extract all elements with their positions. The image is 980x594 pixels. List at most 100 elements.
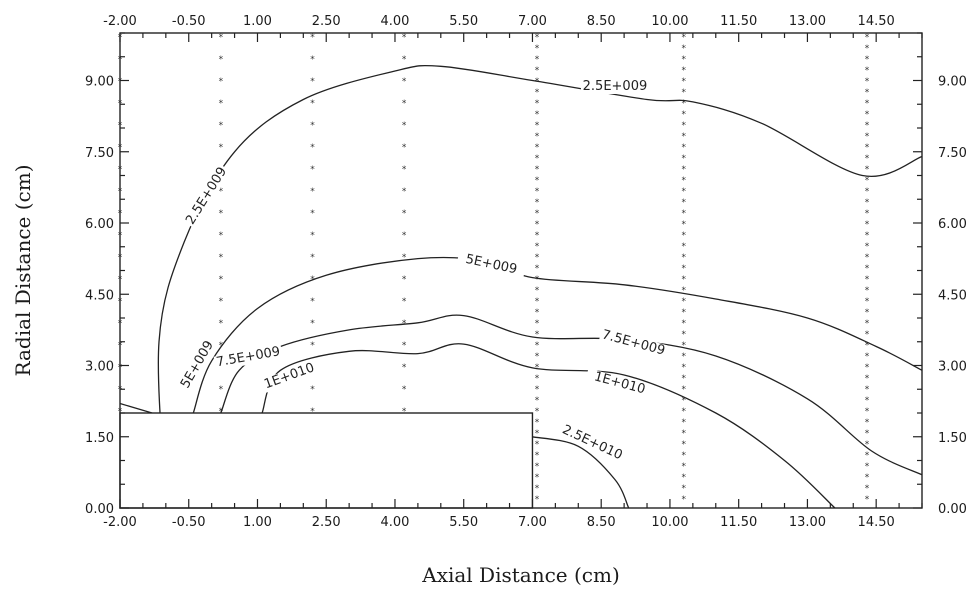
grid-mark: * [865,462,870,472]
grid-mark: * [310,165,315,175]
grid-mark: * [535,176,540,186]
grid-mark: * [535,319,540,329]
grid-mark: * [681,121,686,131]
contour-label-bg [558,422,626,464]
grid-mark: * [310,121,315,131]
grid-mark: * [310,319,315,329]
y-tick-label: 1.50 [85,431,114,446]
contour-label-bg [580,80,649,94]
contour-line [157,64,923,499]
grid-mark: * [865,231,870,241]
grid-mark: * [535,187,540,197]
grid-mark: * [310,99,315,109]
grid-mark: * [681,341,686,351]
grid-mark: * [310,77,315,87]
grid-mark: * [865,363,870,373]
grid-mark: * [865,341,870,351]
contour-label: 2.5E+009 [583,79,648,94]
grid-mark: * [535,385,540,395]
grid-mark: * [865,484,870,494]
grid-mark: * [865,495,870,505]
grid-mark: * [310,143,315,153]
contour-label-bg [213,344,284,371]
contour-label-bg [456,251,526,280]
x-top-tick-label: 14.50 [858,14,895,29]
grid-mark: * [681,187,686,197]
grid-mark: * [865,110,870,120]
axis-ticks [119,32,923,509]
grid-mark: * [535,440,540,450]
grid-mark: * [681,242,686,252]
grid-mark: * [865,143,870,153]
grid-mark: * [310,231,315,241]
grid-mark: * [535,77,540,87]
grid-mark: * [219,187,224,197]
grid-mark: * [535,275,540,285]
x-tick-label: 13.00 [789,515,826,530]
grid-mark: * [865,319,870,329]
grid-mark: * [402,297,407,307]
grid-mark: * [681,319,686,329]
grid-mark: * [219,275,224,285]
grid-mark: * [402,275,407,285]
grid-mark: * [681,473,686,483]
grid-mark: * [535,44,540,54]
grid-mark: * [535,33,540,43]
grid-mark: * [681,407,686,417]
x-tick-label: 7.00 [518,515,547,530]
grid-mark: * [535,396,540,406]
grid-mark: * [681,77,686,87]
grid-mark: * [865,429,870,439]
x-tick-label: 4.00 [380,515,409,530]
grid-mark: * [535,286,540,296]
y-right-tick-label: 0.00 [938,502,967,517]
grid-mark: * [865,473,870,483]
grid-mark: * [681,110,686,120]
grid-mark: * [310,209,315,219]
x-top-tick-label: -2.00 [103,14,137,29]
grid-mark: * [402,209,407,219]
x-tick-label: 5.50 [449,515,478,530]
grid-mark: * [535,110,540,120]
grid-mark: * [865,242,870,252]
grid-mark: * [865,275,870,285]
grid-mark: * [535,363,540,373]
grid-mark: * [535,253,540,263]
x-top-tick-label: 2.50 [312,14,341,29]
grid-mark: * [681,220,686,230]
grid-mark: * [865,99,870,109]
grid-mark: * [865,330,870,340]
contour-label-bg [598,327,668,360]
grid-mark: * [535,154,540,164]
y-right-tick-label: 1.50 [938,431,967,446]
grid-mark: * [865,198,870,208]
y-right-tick-label: 7.50 [938,146,967,161]
grid-mark: * [402,33,407,43]
grid-mark: * [681,253,686,263]
grid-mark: * [681,44,686,54]
grid-mark: * [681,440,686,450]
grid-mark: * [865,33,870,43]
grid-mark: * [535,55,540,65]
contour-line [192,256,923,414]
grid-mark: * [219,55,224,65]
grid-mark: * [310,33,315,43]
grid-mark: * [535,451,540,461]
contour-label: 7.5E+009 [215,344,281,370]
x-tick-label: -2.00 [103,515,137,530]
grid-mark: * [402,143,407,153]
x-top-tick-label: 4.00 [380,14,409,29]
grid-mark: * [402,231,407,241]
grid-mark: * [865,132,870,142]
grid-mark: * [865,209,870,219]
grid-mark: * [219,33,224,43]
grid-mark: * [535,88,540,98]
grid-mark: * [681,462,686,472]
contour-label-bg [183,163,232,229]
grid-mark: * [865,88,870,98]
grid-mark: * [402,55,407,65]
grid-mark: * [219,77,224,87]
grid-mark: * [865,154,870,164]
grid-mark: * [681,385,686,395]
